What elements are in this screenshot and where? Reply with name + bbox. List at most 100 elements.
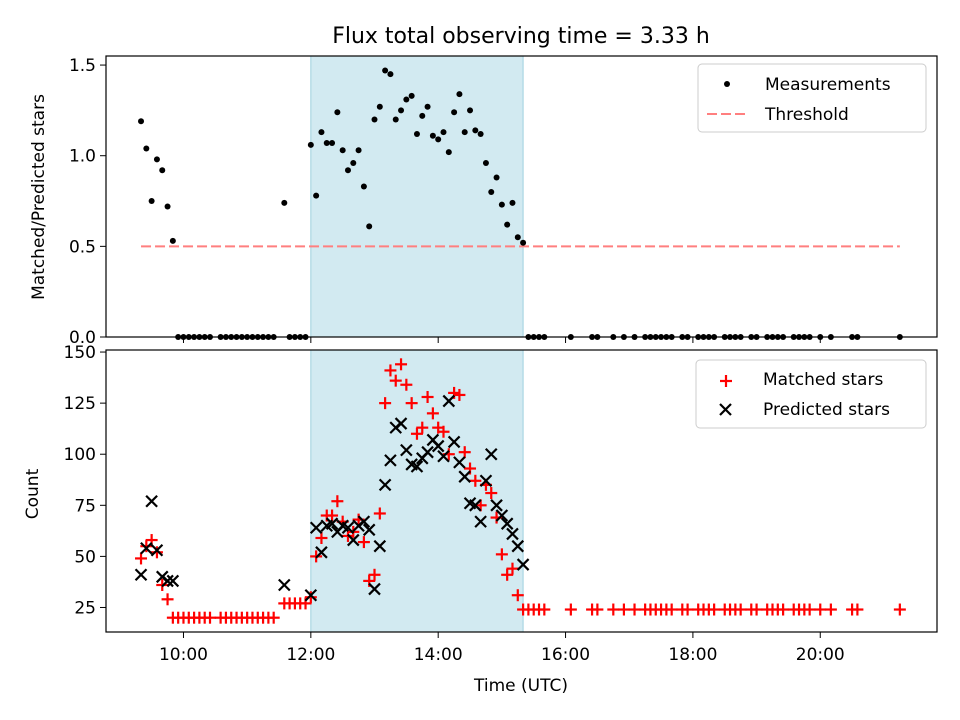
matched-point [607,603,620,616]
bottom-y-tick-label: 125 [64,394,96,414]
predicted-point [437,449,450,463]
matched-point [326,509,339,522]
matched-point [331,495,344,508]
bottom-plot-frame [105,349,938,633]
matched-point [304,591,317,604]
predicted-point [378,478,392,492]
matched-point [495,548,508,561]
measurement-point [323,140,330,147]
matched-point [437,425,450,438]
predicted-point [500,517,514,530]
measurement-point [440,129,447,136]
matched-point [851,603,864,616]
legend-predicted-label: Predicted stars [763,400,890,420]
measurement-point [456,91,463,98]
matched-point [506,562,519,575]
predicted-point [495,509,509,522]
measurement-point [387,71,394,78]
predicted-point [384,454,397,467]
predicted-point [442,394,456,408]
matched-point [389,374,402,387]
matched-point [379,397,392,410]
legend-predicted-marker [719,403,732,416]
measurement-point [366,223,373,230]
matched-point [777,603,790,616]
measurement-point [371,116,378,123]
matched-point [421,391,434,403]
matched-point [734,603,747,616]
x-axis-label: Time (UTC) [473,676,568,696]
matched-point [485,487,498,500]
predicted-point [140,541,153,555]
predicted-point [447,435,461,449]
matched-point [384,364,397,377]
top-y-tick-label: 1.5 [69,56,96,76]
matched-point [628,603,641,616]
measurement-point [148,198,155,205]
measurement-point [477,130,484,137]
predicted-point [490,499,503,512]
matched-point [150,546,163,559]
matched-point [416,421,429,434]
matched-stars-series [135,358,906,624]
matched-point [357,536,370,549]
matched-point [511,589,524,602]
predicted-point [161,574,174,588]
measurement-point [429,132,436,139]
measurement-point [281,199,288,206]
top-y-tick-label: 0.5 [69,237,96,257]
matched-point [410,427,423,440]
bottom-y-tick-label: 50 [74,547,96,567]
matched-point [617,603,630,616]
bottom-legend-box [695,359,927,429]
predicted-point [421,445,434,459]
measurement-point [313,192,320,199]
matched-point [161,593,174,606]
matched-point [373,507,386,520]
top-y-axis-label: Matched/Predicted stars [29,94,49,300]
predicted-point [150,543,164,557]
predicted-point [362,523,376,537]
legend-matched-label: Matched stars [763,370,883,390]
legend-threshold-label: Threshold [764,105,849,125]
top-plot-frame [105,55,938,338]
predicted-point [484,447,498,461]
measurement-point [472,127,479,134]
bottom-x-tick-label: 12:00 [286,645,335,665]
bottom-x-tick-label: 14:00 [414,645,463,665]
matched-point [135,552,148,565]
top-legend: Measurements Threshold [697,63,927,133]
matched-point [469,474,482,487]
measurement-point [329,140,336,147]
measurement-point [520,239,527,246]
top-plot: 0.0 0.5 1.0 1.5 Matched/Predicted stars Mea… [29,55,938,348]
matched-point [750,603,763,616]
predicted-point [431,439,445,453]
predicted-stars-series [134,394,530,602]
matched-point [453,388,466,401]
predicted-point [410,460,424,473]
matched-point [893,603,906,616]
top-legend-box [697,63,927,133]
matched-point [803,603,816,616]
measurement-point [467,107,474,114]
measurement-point [360,183,367,190]
top-shaded-region [310,56,524,337]
chart-title: Flux total observing time = 3.33 h [332,24,710,49]
predicted-point [516,558,530,571]
measurement-point [435,136,442,143]
predicted-point [458,470,471,483]
measurement-point [424,103,431,110]
predicted-point [304,588,318,602]
matched-point [665,603,678,616]
predicted-point [145,494,158,508]
bottom-shaded-region [310,350,524,632]
measurement-point [408,92,415,99]
matched-point [814,603,827,616]
top-y-axis: 0.0 0.5 1.0 1.5 [69,56,106,348]
matched-point [708,603,721,616]
bottom-y-tick-label: 75 [74,496,96,516]
predicted-point [479,474,493,488]
measurement-point [169,237,176,244]
